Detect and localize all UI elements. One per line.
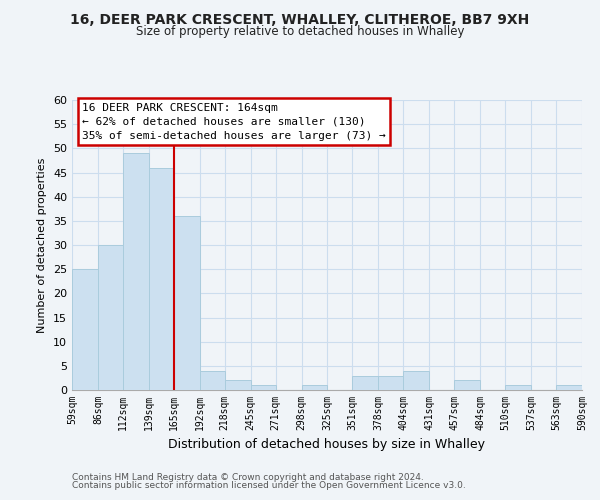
Text: 16, DEER PARK CRESCENT, WHALLEY, CLITHEROE, BB7 9XH: 16, DEER PARK CRESCENT, WHALLEY, CLITHER…	[70, 12, 530, 26]
Bar	[174, 216, 200, 390]
Bar	[556, 385, 582, 390]
Bar	[302, 385, 328, 390]
Bar	[123, 153, 149, 390]
Text: Size of property relative to detached houses in Whalley: Size of property relative to detached ho…	[136, 25, 464, 38]
X-axis label: Distribution of detached houses by size in Whalley: Distribution of detached houses by size …	[169, 438, 485, 452]
Bar	[98, 245, 123, 390]
Bar	[379, 376, 403, 390]
Bar	[505, 385, 531, 390]
Bar	[403, 370, 429, 390]
Bar	[72, 269, 98, 390]
Text: 16 DEER PARK CRESCENT: 164sqm
← 62% of detached houses are smaller (130)
35% of : 16 DEER PARK CRESCENT: 164sqm ← 62% of d…	[82, 103, 386, 141]
Bar	[352, 376, 379, 390]
Bar	[225, 380, 251, 390]
Text: Contains public sector information licensed under the Open Government Licence v3: Contains public sector information licen…	[72, 481, 466, 490]
Bar	[200, 370, 225, 390]
Text: Contains HM Land Registry data © Crown copyright and database right 2024.: Contains HM Land Registry data © Crown c…	[72, 472, 424, 482]
Bar	[454, 380, 480, 390]
Bar	[149, 168, 174, 390]
Y-axis label: Number of detached properties: Number of detached properties	[37, 158, 47, 332]
Bar	[251, 385, 275, 390]
